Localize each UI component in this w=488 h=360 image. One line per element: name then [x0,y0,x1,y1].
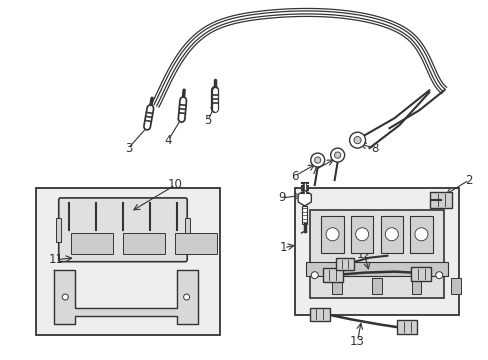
Bar [332,278,342,294]
Bar [450,278,460,294]
Text: 1: 1 [280,241,287,254]
Bar [56,218,61,242]
Circle shape [330,148,344,162]
Polygon shape [298,190,311,206]
Bar [411,278,421,294]
Bar [122,233,164,254]
Text: 3: 3 [124,141,132,155]
Bar [305,262,447,276]
Circle shape [310,153,324,167]
Circle shape [435,272,442,279]
Circle shape [183,294,189,300]
Text: 9: 9 [278,192,285,204]
Bar [371,278,381,294]
Bar [185,218,190,242]
Circle shape [334,152,340,158]
Circle shape [385,228,398,241]
Text: 7: 7 [310,163,318,176]
Bar [71,233,112,254]
Bar [175,233,217,254]
Circle shape [62,294,68,300]
Circle shape [355,228,368,241]
Bar [350,216,373,253]
Text: 6: 6 [290,170,298,183]
Bar [309,307,329,321]
Bar [36,188,220,336]
Bar [294,188,458,315]
Circle shape [414,228,427,241]
Bar [409,216,432,253]
Circle shape [325,228,338,241]
Bar [380,216,402,253]
Circle shape [314,157,320,163]
Text: 8: 8 [370,141,377,155]
Text: 2: 2 [465,174,472,186]
Bar [302,206,306,225]
Polygon shape [54,270,198,324]
Circle shape [353,136,361,144]
Circle shape [349,132,365,148]
Text: 10: 10 [167,179,183,192]
Bar [321,216,343,253]
Text: 5: 5 [204,114,211,127]
Text: 13: 13 [349,335,364,348]
FancyBboxPatch shape [59,198,187,262]
Circle shape [310,272,318,279]
Text: 4: 4 [164,134,172,147]
Bar [309,210,443,298]
Bar [410,267,430,280]
Bar [322,268,342,282]
Text: 11: 11 [48,253,63,266]
Bar [429,192,451,208]
Bar [335,258,353,270]
Bar [397,320,416,334]
Text: 12: 12 [356,248,371,261]
